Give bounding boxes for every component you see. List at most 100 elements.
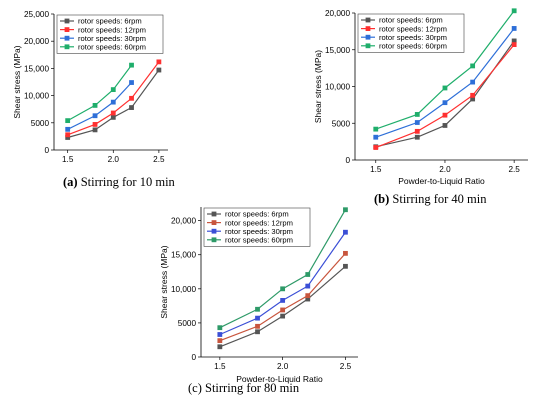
data-point (129, 95, 134, 101)
data-point (343, 263, 348, 269)
data-point (511, 26, 517, 31)
legend-entry: rotor speeds: 30rpm (379, 33, 447, 42)
y-tick-label: 5000 (178, 319, 197, 328)
data-point (110, 110, 116, 116)
data-point (110, 114, 116, 120)
y-tick-label: 15,000 (171, 251, 196, 260)
x-tick-label: 2.5 (340, 362, 352, 371)
data-point (217, 332, 223, 337)
legend-entry: rotor speeds: 12rpm (379, 24, 447, 33)
y-tick-label: 5000 (332, 119, 351, 128)
data-point (255, 323, 260, 329)
data-point (414, 128, 420, 134)
legend-swatch-marker (211, 237, 217, 243)
y-tick-label: 10,000 (325, 83, 350, 92)
data-point (65, 118, 71, 124)
legend-box (203, 207, 311, 247)
x-tick-label: 2.0 (439, 165, 451, 174)
data-point (343, 207, 348, 213)
data-point (442, 100, 448, 106)
legend-entry: rotor speeds: 60rpm (78, 43, 146, 52)
data-point (280, 298, 286, 303)
caption-text: Stirring for 40 min (389, 192, 487, 206)
data-point (470, 92, 476, 98)
y-axis-title: Shear stress (MPa) (313, 50, 323, 123)
legend-swatch-marker (211, 211, 217, 217)
legend-box (357, 13, 465, 53)
caption-text: (c) Stirring for 80 min (188, 381, 300, 395)
caption-letter: (b) (374, 192, 389, 206)
series-line-2 (375, 44, 515, 149)
series-line-2 (219, 252, 346, 342)
data-point (511, 38, 517, 44)
y-tick-label: 10,000 (171, 285, 196, 294)
data-point (305, 296, 311, 302)
data-point (414, 112, 420, 117)
data-point (442, 112, 448, 118)
data-point (255, 329, 260, 335)
data-point (65, 135, 71, 140)
legend-entry: rotor speeds: 6rpm (225, 210, 289, 219)
x-axis-title: Powder-to-Liquid Ratio (236, 374, 323, 384)
legend-swatch-marker (64, 27, 70, 32)
data-point (414, 134, 420, 140)
series-line-2 (67, 61, 160, 136)
data-point (280, 307, 286, 313)
legend-entry: rotor speeds: 60rpm (379, 42, 447, 51)
data-point (343, 229, 348, 235)
data-point (280, 286, 286, 292)
x-tick-label: 1.5 (62, 155, 74, 164)
chart-panel-1: 0 5000 10,000 15,000 20,000 25,000 1.5 2.0 2.5 Sh… (12, 10, 176, 189)
x-tick-label: 1.5 (370, 165, 382, 174)
x-tick-label: 2.5 (508, 165, 520, 174)
data-point (129, 62, 134, 68)
data-point (343, 250, 348, 256)
data-point (110, 87, 116, 93)
x-axis-title: Powder-to-Liquid Ratio (398, 176, 485, 186)
series-line-1 (375, 40, 515, 148)
data-point (470, 96, 476, 102)
y-tick-label: 20,000 (325, 9, 350, 18)
x-tick-label: 2.0 (277, 362, 289, 371)
data-point (92, 122, 98, 127)
data-point (156, 59, 162, 65)
caption-letter: (a) (63, 175, 78, 189)
x-tick-label: 2.5 (153, 155, 165, 164)
legend-entry: rotor speeds: 60rpm (225, 236, 293, 245)
series-line-3 (67, 82, 132, 130)
x-tick-label: 1.5 (214, 362, 226, 371)
data-point (65, 132, 71, 138)
panel-caption: (c) Stirring for 80 min (188, 381, 300, 395)
data-point (217, 325, 223, 331)
data-point (373, 126, 379, 132)
data-point (110, 99, 116, 105)
series-line-1 (219, 265, 346, 348)
data-point (129, 80, 134, 85)
data-point (414, 120, 420, 125)
legend-swatch-marker (64, 35, 70, 41)
data-point (255, 306, 260, 312)
data-point (305, 272, 311, 277)
data-point (92, 113, 98, 119)
y-tick-label: 15,000 (325, 46, 350, 55)
chart-panel-3: 0 5000 10,000 15,000 20,000 1.5 2.0 2.5 Shear st… (159, 207, 358, 395)
data-point (373, 145, 379, 150)
legend-swatch-marker (365, 17, 371, 23)
y-axis-title: Shear stress (MPa) (12, 45, 22, 118)
data-point (305, 293, 311, 299)
legend-swatch-marker (365, 43, 371, 49)
data-point (470, 63, 476, 69)
x-tick-label: 2.0 (108, 155, 120, 164)
data-point (255, 315, 260, 321)
legend-entry: rotor speeds: 6rpm (78, 17, 142, 26)
data-point (217, 344, 223, 350)
legend-box (56, 14, 164, 54)
panel-caption: (b) Stirring for 40 min (374, 192, 487, 206)
legend-swatch-marker (64, 44, 70, 50)
data-point (217, 338, 223, 344)
caption-text: Stirring for 10 min (78, 175, 176, 189)
legend-entry: rotor speeds: 30rpm (78, 34, 146, 43)
data-point (511, 42, 517, 48)
series-line-4 (67, 64, 133, 122)
